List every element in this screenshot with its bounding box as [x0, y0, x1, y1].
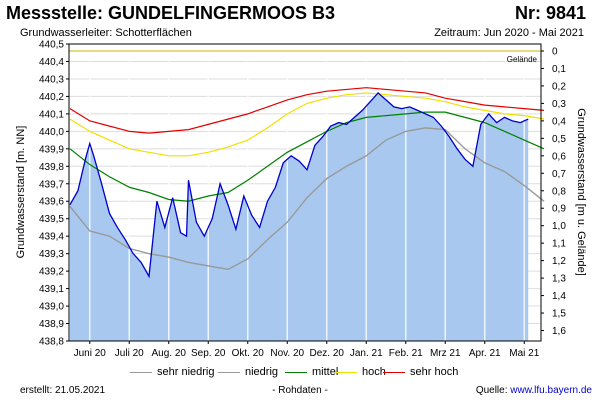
- y-right-tick-label: 0,6: [552, 151, 566, 162]
- y-right-tick-label: 0,5: [552, 134, 566, 145]
- y-tick-label: 440,0: [39, 127, 64, 138]
- created-date: erstellt: 21.05.2021: [20, 385, 106, 396]
- x-tick-label: Mrz 21: [430, 348, 461, 359]
- y-right-tick-label: 0: [552, 46, 558, 57]
- y-tick-label: 439,2: [39, 267, 64, 278]
- y-right-tick-label: 1,2: [552, 256, 566, 267]
- groundwater-chart: Gelände 440,5 440,4 440,3 440,2 440,1 440,0 439…: [15, 40, 587, 360]
- y-right-tick-label: 0,2: [552, 81, 566, 92]
- y-right-tick-label: 0,9: [552, 204, 566, 215]
- legend-label: hoch: [362, 366, 386, 378]
- x-tick-label: Okt. 20: [232, 348, 265, 359]
- y-right-tick-label: 0,8: [552, 186, 566, 197]
- legend-label: niedrig: [245, 366, 279, 378]
- series-line-niedrig: [69, 127, 545, 270]
- source-label: Quelle:: [475, 385, 511, 396]
- legend-label: sehr niedrig: [157, 366, 215, 378]
- station-number: Nr: 9841: [514, 3, 586, 23]
- y-tick-label: 439,4: [39, 232, 64, 243]
- page-title: Messstelle: GUNDELFINGERMOOS B3: [6, 3, 336, 23]
- legend-item-mittel: mittel: [285, 362, 338, 382]
- x-tick-label: Dez. 20: [310, 348, 345, 359]
- y-right-tick-label: 1,0: [552, 221, 566, 232]
- measured-line: [69, 92, 529, 279]
- legend-swatch: [383, 371, 405, 373]
- y-tick-label: 439,9: [39, 144, 64, 155]
- ground-level-label: Gelände: [507, 55, 538, 64]
- legend-item-hoch: hoch: [335, 362, 386, 382]
- x-tick-label: Mai 21: [509, 348, 539, 359]
- y-tick-label: 438,9: [39, 319, 64, 330]
- y-right-tick-label: 1,1: [552, 239, 566, 250]
- legend-swatch: [218, 371, 240, 373]
- y-tick-label: 439,8: [39, 162, 64, 173]
- source-link[interactable]: www.lfu.bayern.de: [510, 385, 592, 396]
- legend-swatch: [335, 371, 357, 373]
- x-tick-label: Juni 20: [74, 348, 107, 359]
- x-tick-label: Jan. 21: [350, 348, 383, 359]
- series-line-hoch: [69, 92, 545, 157]
- x-tick-label: Sep. 20: [191, 348, 226, 359]
- y-tick-label: 439,6: [39, 197, 64, 208]
- source: Quelle: www.lfu.bayern.de: [476, 385, 592, 396]
- x-tick-label: Nov. 20: [270, 348, 304, 359]
- legend-item-sehr-niedrig: sehr niedrig: [130, 362, 214, 382]
- x-tick-label: Aug. 20: [152, 348, 187, 359]
- y-right-tick-label: 1,6: [552, 326, 566, 337]
- y-tick-label: 439,7: [39, 179, 64, 190]
- y-right-tick-label: 0,3: [552, 99, 566, 110]
- y-right-tick-label: 1,5: [552, 309, 566, 320]
- legend-swatch: [130, 371, 152, 373]
- legend-item-sehr-hoch: sehr hoch: [383, 362, 458, 382]
- legend-item-niedrig: niedrig: [218, 362, 278, 382]
- x-tick-label: Juli 20: [115, 348, 144, 359]
- y-right-tick-label: 1,4: [552, 291, 566, 302]
- y-tick-label: 440,5: [39, 40, 64, 51]
- x-tick-label: Apr. 21: [469, 348, 501, 359]
- y-right-tick-label: 0,7: [552, 169, 566, 180]
- y-axis-title-right: Grundwasserstand [m u. Gelände]: [575, 108, 587, 276]
- y-tick-label: 439,1: [39, 284, 64, 295]
- y-tick-label: 440,1: [39, 109, 64, 120]
- y-tick-label: 440,4: [39, 57, 64, 68]
- y-right-tick-label: 0,4: [552, 116, 566, 127]
- y-axis-title: Grundwasserstand [m. NN]: [15, 126, 27, 259]
- period-label: Zeitraum: Jun 2020 - Mai 2021: [434, 27, 584, 39]
- y-tick-label: 439,5: [39, 214, 64, 225]
- legend-label: sehr hoch: [410, 366, 459, 378]
- y-right-tick-label: 1,3: [552, 274, 566, 285]
- y-tick-label: 439,3: [39, 249, 64, 260]
- y-tick-label: 438,8: [39, 337, 64, 348]
- y-tick-label: 440,2: [39, 92, 64, 103]
- raw-data-note: - Rohdaten -: [272, 385, 328, 396]
- y-right-tick-label: 0,1: [552, 64, 566, 75]
- legend-swatch: [285, 371, 307, 373]
- y-tick-label: 439,0: [39, 302, 64, 313]
- aquifer-label: Grundwasserleiter: Schotterflächen: [20, 27, 192, 39]
- x-tick-label: Feb. 21: [389, 348, 423, 359]
- legend: sehr niedrig niedrig mittel hoch sehr ho…: [0, 362, 600, 382]
- series-line-mittel: [69, 111, 545, 202]
- plot-frame: [68, 43, 542, 342]
- series-line-sehr-hoch: [69, 87, 545, 134]
- legend-label: mittel: [312, 366, 339, 378]
- y-tick-label: 440,3: [39, 74, 64, 85]
- measured-area: [70, 92, 529, 341]
